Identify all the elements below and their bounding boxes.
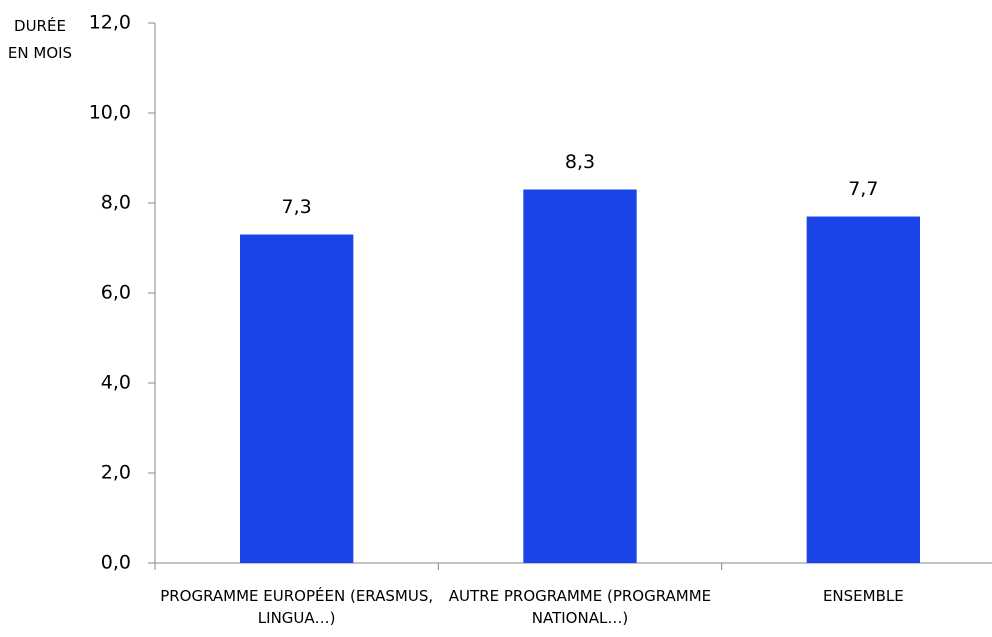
value-label: 8,3 — [565, 151, 595, 173]
bar — [240, 234, 354, 563]
y-axis-label: DURÉE EN MOIS — [7, 17, 73, 62]
y-tick-label: 8,0 — [101, 192, 131, 214]
bar — [806, 216, 920, 563]
y-tick-label: 4,0 — [101, 372, 131, 394]
bar — [523, 189, 637, 563]
y-tick-label: 6,0 — [101, 282, 131, 304]
x-tick-label: AUTRE PROGRAMME (PROGRAMME NATIONAL…) — [448, 587, 712, 627]
value-label: 7,7 — [848, 178, 878, 200]
y-tick-label: 2,0 — [101, 462, 131, 484]
y-tick-label: 12,0 — [89, 12, 131, 34]
x-tick-label: ENSEMBLE — [822, 587, 904, 605]
x-tick-label: PROGRAMME EUROPÉEN (ERASMUS, LINGUA…) — [160, 587, 434, 627]
y-tick-label: 10,0 — [89, 102, 131, 124]
y-tick-label: 0,0 — [101, 552, 131, 574]
value-label: 7,3 — [282, 196, 312, 218]
